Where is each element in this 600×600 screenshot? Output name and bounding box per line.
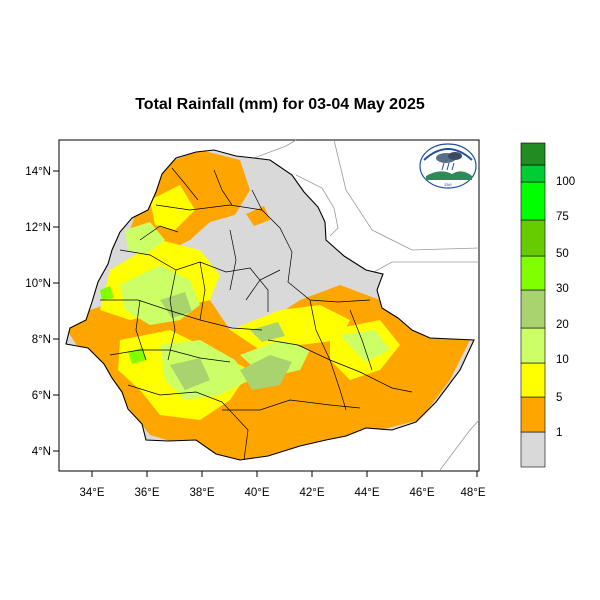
legend-label: 5 [556, 392, 562, 404]
legend-label: 50 [556, 248, 569, 260]
y-tick-label: 12°N [25, 222, 51, 234]
rainfall-legend [520, 142, 546, 468]
legend-label: 100 [556, 176, 575, 188]
legend-swatch [520, 362, 546, 398]
ethiopia-border [65, 149, 475, 461]
x-tick-label: 48°E [460, 487, 485, 499]
legend-swatch [520, 396, 546, 433]
map-title: Total Rainfall (mm) for 03-04 May 2025 [135, 96, 425, 113]
y-tick-label: 4°N [32, 446, 51, 458]
legend-swatch [520, 289, 546, 329]
x-tick-label: 40°E [244, 487, 269, 499]
y-tick-label: 10°N [25, 278, 51, 290]
x-axis: 34°E 36°E 38°E 40°E 42°E 44°E 46°E 48°E [79, 471, 486, 499]
y-tick-label: 14°N [25, 166, 51, 178]
legend-swatch [520, 142, 546, 166]
legend-label: 20 [556, 319, 569, 331]
legend-label: 75 [556, 211, 569, 223]
x-tick-label: 36°E [134, 487, 159, 499]
legend-swatch [520, 219, 546, 257]
y-tick-label: 8°N [32, 334, 51, 346]
legend-swatch [520, 181, 546, 221]
x-tick-label: 42°E [299, 487, 324, 499]
legend-swatch [520, 327, 546, 364]
x-tick-label: 44°E [354, 487, 379, 499]
x-tick-label: 46°E [409, 487, 434, 499]
y-axis: 14°N 12°N 10°N 8°N 6°N 4°N [25, 166, 59, 458]
x-tick-label: 38°E [189, 487, 214, 499]
legend-label: 1 [556, 427, 562, 439]
legend-swatch [520, 255, 546, 291]
legend-label: 10 [556, 354, 569, 366]
legend-swatch [520, 164, 546, 183]
zone-boundaries [100, 167, 413, 461]
legend-swatch [520, 431, 546, 468]
legend-label: 30 [556, 283, 569, 295]
ethiopian-meteorology-institute-logo-icon: EMI [419, 143, 477, 189]
logo-caption: EMI [444, 182, 451, 187]
y-tick-label: 6°N [32, 390, 51, 402]
legend-labels: 1 5 10 20 30 50 75 100 [556, 176, 575, 439]
neighbour-borders [253, 139, 480, 471]
x-tick-label: 34°E [79, 487, 104, 499]
